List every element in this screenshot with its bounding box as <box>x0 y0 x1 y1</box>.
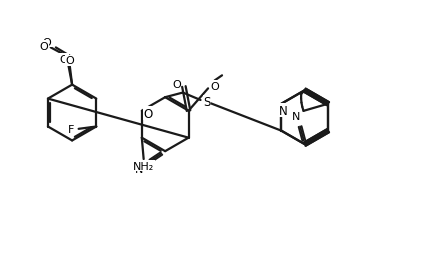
Text: O: O <box>144 107 153 120</box>
Text: O: O <box>65 56 74 66</box>
Text: O: O <box>172 80 181 89</box>
Text: O: O <box>59 55 68 65</box>
Text: N: N <box>279 104 288 117</box>
Text: F: F <box>68 124 74 134</box>
Text: O: O <box>42 38 51 48</box>
Text: NH₂: NH₂ <box>133 161 154 171</box>
Text: N: N <box>292 112 301 122</box>
Text: O: O <box>39 41 48 51</box>
Text: O: O <box>210 82 219 92</box>
Text: S: S <box>203 96 211 109</box>
Text: N: N <box>135 164 143 174</box>
